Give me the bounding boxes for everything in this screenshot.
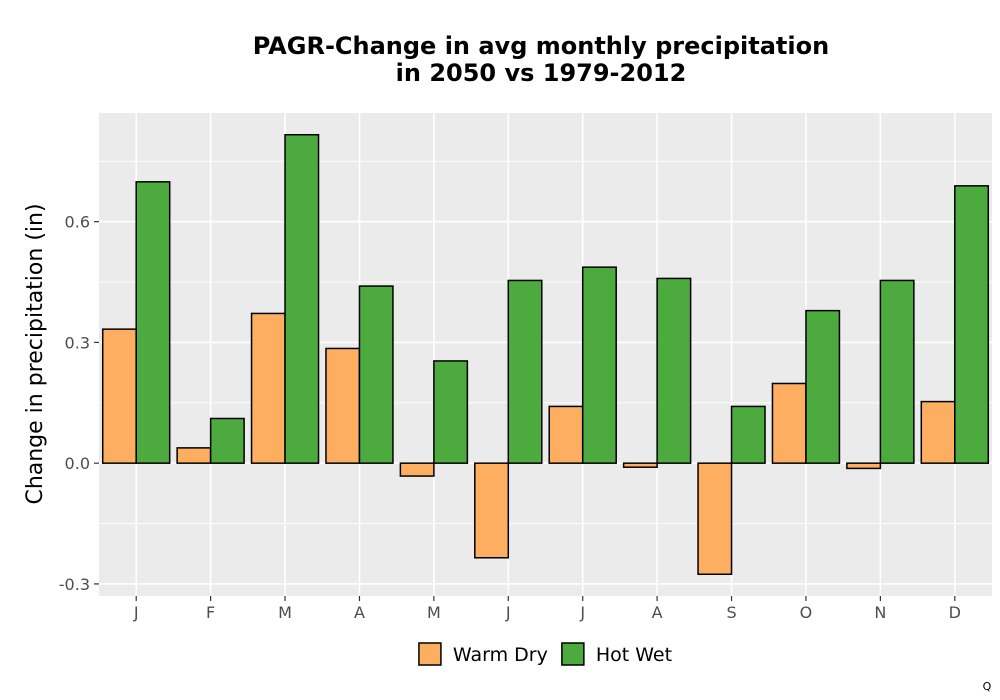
x-tick-label: J	[579, 603, 585, 622]
bar-warm-dry	[101, 328, 137, 464]
legend-key	[561, 642, 585, 666]
legend-label: Hot Wet	[596, 644, 672, 666]
bar-warm-dry	[697, 462, 733, 576]
bar-warm-dry	[250, 312, 286, 464]
y-axis: -0.3 0.0 0.3 0.6	[59, 213, 99, 594]
bar-hot-wet	[433, 360, 469, 464]
bar-hot-wet	[581, 266, 617, 464]
bar-hot-wet	[284, 133, 320, 464]
x-tick-label: A	[652, 603, 663, 622]
y-tick-label: 0.3	[65, 333, 90, 352]
legend-label: Warm Dry	[453, 644, 548, 666]
bar-warm-dry	[920, 400, 956, 464]
plot-panel	[99, 113, 992, 596]
bar-warm-dry	[474, 462, 510, 559]
y-tick-label: -0.3	[59, 575, 90, 594]
bar-hot-wet	[135, 181, 171, 464]
y-axis-title: Change in precipitation (in)	[23, 203, 48, 504]
x-tick-label: A	[354, 603, 365, 622]
x-tick-label: F	[206, 603, 215, 622]
bar-hot-wet	[879, 279, 915, 464]
bar-warm-dry	[622, 462, 658, 468]
bar-hot-wet	[954, 185, 990, 464]
bar-warm-dry	[176, 447, 212, 464]
x-tick-label: S	[726, 603, 736, 622]
x-tick-label: J	[505, 603, 511, 622]
x-tick-label: M	[427, 603, 441, 622]
bars	[101, 133, 990, 576]
x-tick-label: J	[133, 603, 139, 622]
bar-hot-wet	[656, 277, 692, 464]
x-tick-label: O	[800, 603, 813, 622]
legend-key	[418, 642, 442, 666]
chart-title-line-2: in 2050 vs 1979-2012	[396, 59, 687, 87]
bar-hot-wet	[730, 405, 766, 464]
bar-warm-dry	[399, 462, 435, 477]
chart-title-line-1: PAGR-Change in avg monthly precipitation	[253, 32, 829, 60]
bar-warm-dry	[548, 405, 584, 464]
legend: Warm Dry Hot Wet	[418, 642, 672, 666]
bar-warm-dry	[846, 462, 882, 470]
bar-warm-dry	[325, 347, 361, 464]
bar-hot-wet	[209, 417, 245, 464]
bar-warm-dry	[771, 382, 807, 464]
y-tick-label: 0.0	[65, 454, 90, 473]
x-tick-label: D	[949, 603, 961, 622]
x-tick-label: M	[278, 603, 292, 622]
bar-hot-wet	[358, 285, 394, 464]
corner-mark: Q	[983, 680, 992, 693]
x-tick-label: N	[874, 603, 886, 622]
bar-hot-wet	[805, 309, 841, 464]
y-tick-label: 0.6	[65, 213, 90, 232]
bar-hot-wet	[507, 279, 543, 464]
